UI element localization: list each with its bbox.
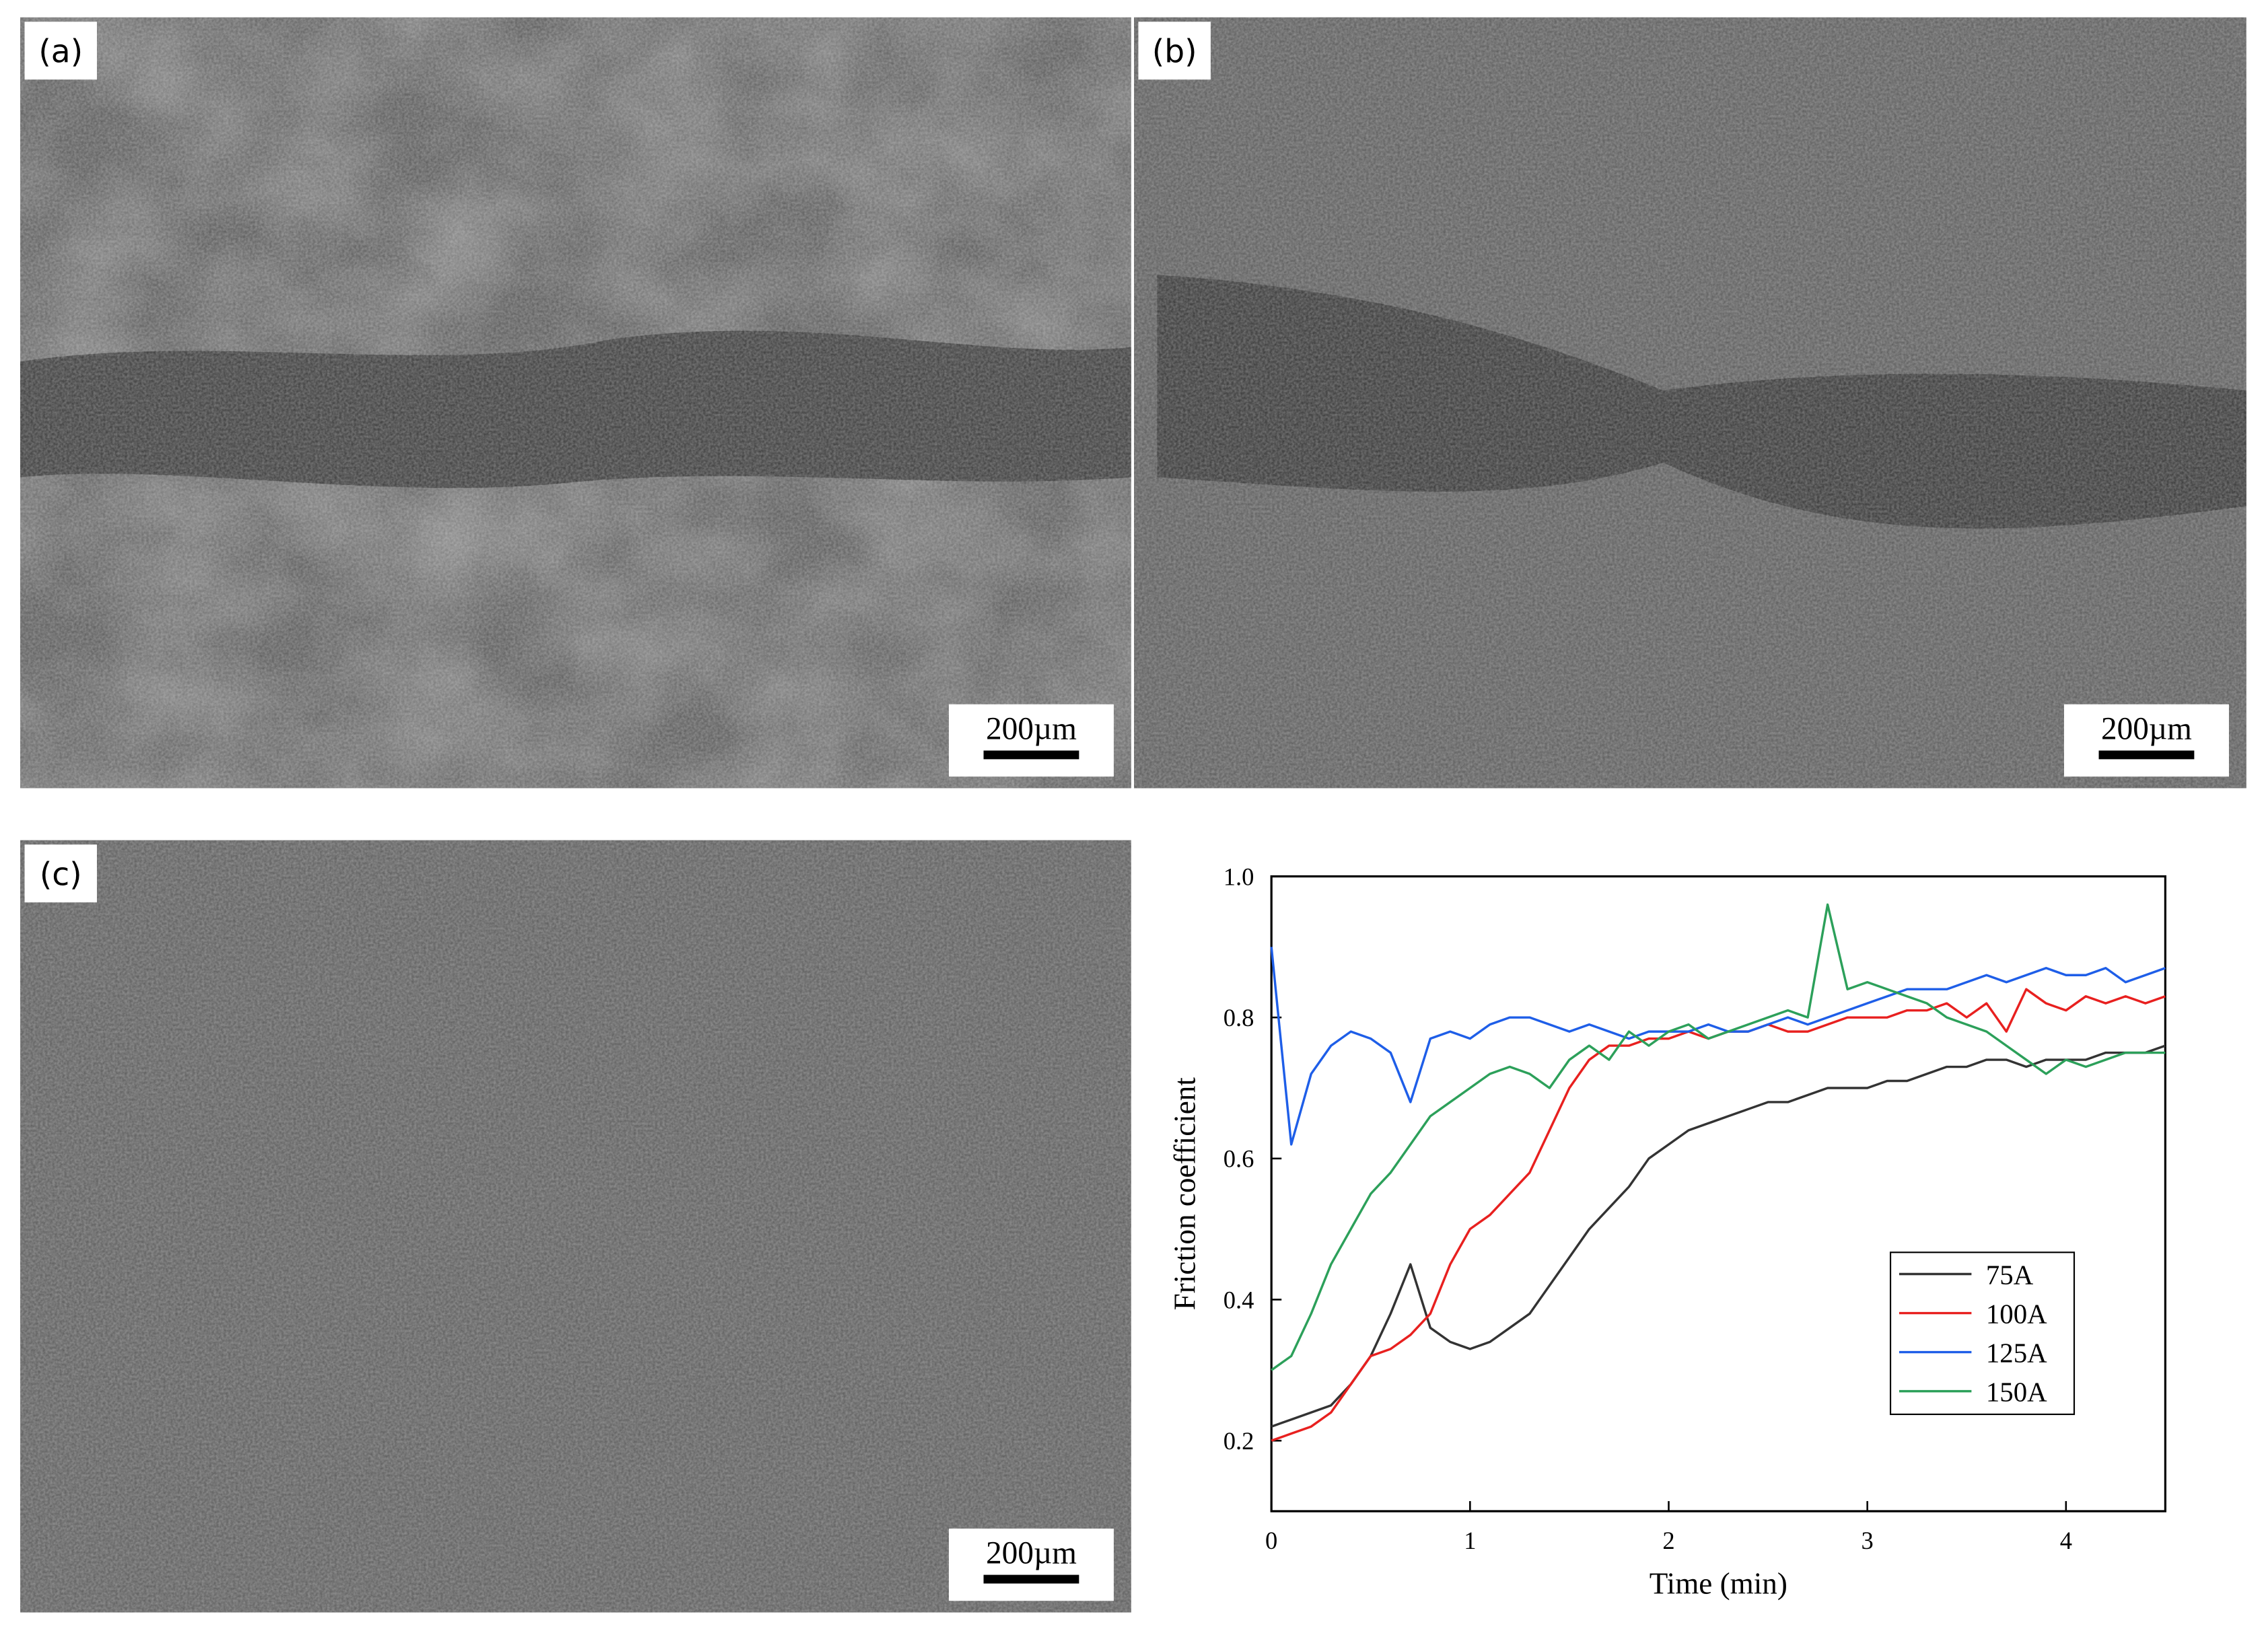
micrograph-a — [20, 17, 1131, 789]
x-tick-label: 4 — [2060, 1527, 2072, 1554]
legend-label: 75A — [1986, 1260, 2034, 1291]
scale-bar — [983, 750, 1079, 760]
micrograph-c — [20, 840, 1131, 1613]
legend-box — [1889, 1251, 2076, 1416]
scale-bar-label: 200µm — [986, 1535, 1077, 1570]
panel-label-box — [24, 844, 97, 903]
series-line — [1271, 1044, 2166, 1428]
series-line — [1270, 947, 2166, 1146]
panel-label: (a) — [38, 33, 83, 70]
plot-frame — [1270, 875, 2167, 1513]
x-axis-title: Time (min) — [1650, 1566, 1787, 1600]
x-tick-label: 0 — [1265, 1527, 1277, 1554]
scale-bar-box — [948, 704, 1114, 777]
y-tick-label: 1.0 — [1224, 863, 1254, 890]
x-tick-label: 2 — [1662, 1527, 1674, 1554]
series-line — [1271, 903, 2166, 1371]
panel-label-box — [1138, 22, 1211, 80]
panel-labels: (a) 200µm (b) 200µm (c) 200µm — [24, 22, 2229, 1601]
scale-bar-box — [948, 1528, 1114, 1601]
panel-label: (c) — [40, 856, 82, 893]
y-tick-label: 0.2 — [1224, 1427, 1254, 1455]
scale-bar — [983, 1574, 1079, 1584]
scale-bar — [2098, 750, 2195, 760]
y-axis-title: Friction coefficient — [1168, 1077, 1201, 1311]
panel-label: (b) — [1152, 33, 1197, 70]
friction-chart: 0 1 2 3 4 0.2 0.4 0.6 0.8 1.0 Time (min) Friction c… — [1168, 863, 2167, 1600]
y-tick-label: 0.6 — [1224, 1145, 1254, 1173]
legend-label: 125A — [1986, 1338, 2047, 1369]
x-tick-label: 1 — [1464, 1527, 1476, 1554]
scale-bar-box — [2063, 704, 2229, 777]
micrograph-b — [1134, 17, 2246, 789]
scale-bar-label: 200µm — [986, 711, 1077, 746]
scale-bar-label: 200µm — [2101, 711, 2192, 746]
panel-label-box — [24, 22, 97, 80]
x-tick-label: 3 — [1862, 1527, 1874, 1554]
legend-label: 150A — [1986, 1377, 2047, 1408]
y-tick-label: 0.8 — [1224, 1004, 1254, 1031]
y-tick-label: 0.4 — [1224, 1286, 1254, 1313]
legend-label: 100A — [1986, 1299, 2047, 1330]
